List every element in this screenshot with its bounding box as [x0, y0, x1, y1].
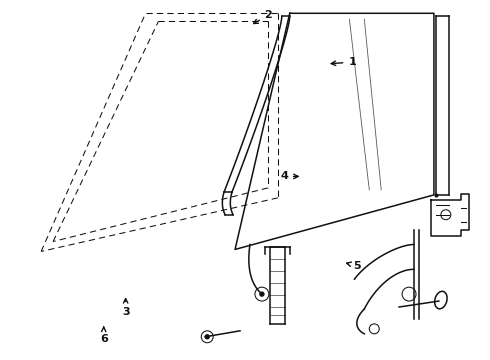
Circle shape [205, 335, 209, 339]
Text: 3: 3 [122, 299, 129, 317]
Text: 5: 5 [346, 261, 361, 271]
Text: 4: 4 [280, 171, 298, 181]
Text: 2: 2 [254, 10, 272, 23]
Circle shape [260, 292, 264, 296]
Text: 6: 6 [100, 327, 108, 344]
Text: 1: 1 [331, 57, 356, 67]
